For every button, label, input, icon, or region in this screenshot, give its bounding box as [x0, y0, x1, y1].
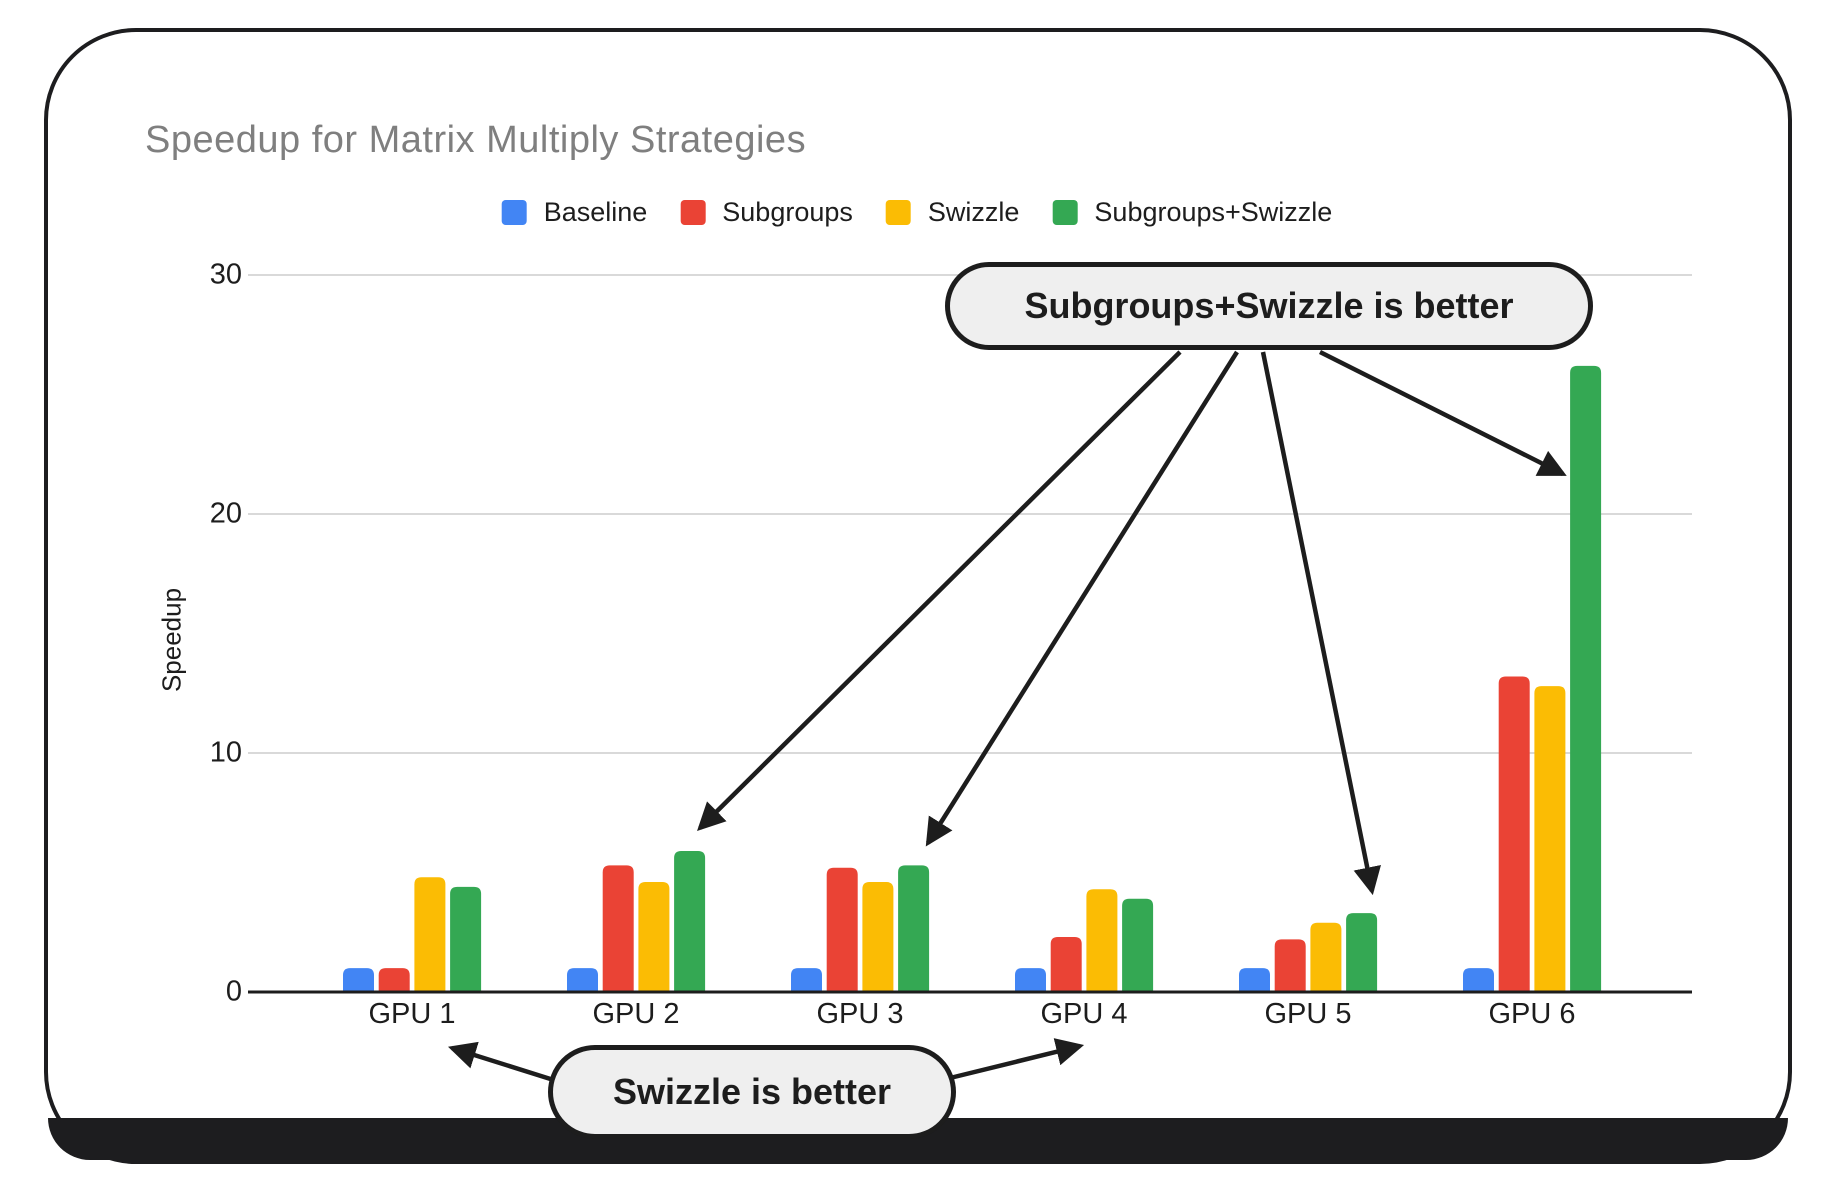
x-tick-label-gpu-6: GPU 6 [1488, 998, 1576, 1030]
y-tick-label-0: 0 [225, 975, 242, 1008]
x-tick-label-gpu-4: GPU 4 [1040, 998, 1128, 1030]
chart-title: Speedup for Matrix Multiply Strategies [145, 119, 807, 161]
legend-item-subgroups: Subgroups [680, 197, 853, 228]
legend-item-swizzle: Swizzle [885, 197, 1020, 228]
y-tick-label-10: 10 [209, 736, 242, 769]
chart-legend: Baseline Subgroups Swizzle Subgroups+Swizzl… [501, 197, 1332, 228]
callout-subgroups-swizzle-is-better: Subgroups+Swizzle is better [945, 262, 1593, 350]
legend-swatch-baseline [501, 200, 527, 225]
legend-swatch-subgroups [680, 200, 706, 225]
legend-item-subgroups-swizzle: Subgroups+Swizzle [1052, 197, 1332, 228]
callout-swizzle-is-better: Swizzle is better [548, 1045, 956, 1139]
x-tick-label-gpu-5: GPU 5 [1264, 998, 1352, 1030]
legend-label: Subgroups [722, 197, 853, 227]
legend-label: Swizzle [927, 197, 1020, 227]
y-axis-title: Speedup [156, 587, 187, 693]
x-tick-label-gpu-2: GPU 2 [592, 998, 680, 1030]
y-tick-label-30: 30 [209, 258, 242, 291]
y-tick-label-20: 20 [209, 497, 242, 530]
x-tick-label-gpu-3: GPU 3 [816, 998, 904, 1030]
x-tick-label-gpu-1: GPU 1 [368, 998, 456, 1030]
legend-swatch-swizzle [885, 200, 911, 225]
legend-label: Baseline [543, 197, 648, 227]
legend-item-baseline: Baseline [501, 197, 648, 228]
legend-swatch-subgroups-swizzle [1052, 200, 1078, 225]
legend-label: Subgroups+Swizzle [1094, 197, 1333, 227]
